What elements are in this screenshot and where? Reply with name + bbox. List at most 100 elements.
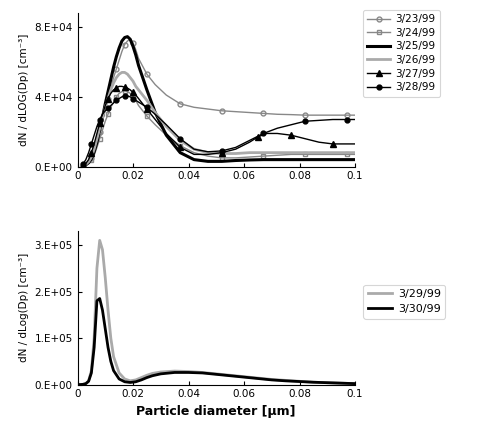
- Line: 3/25/99: 3/25/99: [83, 37, 355, 166]
- 3/30/99: [186, 370, 192, 375]
- 3/24/99: [136, 103, 141, 108]
- 3/25/99: [91, 149, 97, 154]
- 3/27/99: [124, 86, 130, 91]
- 3/24/99: [205, 153, 211, 159]
- 3/23/99: [274, 111, 280, 117]
- 3/25/99: [130, 44, 136, 49]
- 3/24/99: [260, 153, 266, 159]
- 3/28/99: [88, 141, 94, 146]
- 3/27/99: [352, 141, 358, 146]
- 3/23/99: [302, 112, 308, 118]
- 3/26/99: [119, 70, 125, 75]
- 3/29/99: [282, 378, 288, 383]
- 3/24/99: [83, 163, 89, 168]
- 3/28/99: [330, 117, 336, 122]
- 3/29/99: [310, 380, 316, 385]
- 3/24/99: [102, 118, 108, 124]
- 3/25/99: [122, 35, 128, 40]
- 3/24/99: [119, 89, 125, 94]
- 3/23/99: [119, 49, 125, 54]
- 3/25/99: [88, 156, 94, 161]
- 3/26/99: [205, 150, 211, 155]
- 3/28/99: [288, 122, 294, 127]
- 3/23/99: [177, 101, 183, 107]
- 3/29/99: [100, 247, 105, 252]
- 3/29/99: [110, 354, 116, 359]
- 3/24/99: [124, 89, 130, 94]
- 3/27/99: [274, 131, 280, 136]
- 3/25/99: [114, 54, 119, 59]
- 3/29/99: [88, 368, 94, 373]
- 3/23/99: [152, 82, 158, 87]
- 3/28/99: [191, 146, 197, 152]
- 3/27/99: [100, 111, 105, 117]
- 3/29/99: [133, 377, 139, 382]
- 3/26/99: [177, 138, 183, 143]
- 3/27/99: [330, 141, 336, 146]
- 3/24/99: [127, 91, 133, 96]
- 3/24/99: [177, 143, 183, 148]
- 3/25/99: [316, 157, 322, 162]
- 3/24/99: [330, 152, 336, 157]
- 3/30/99: [172, 370, 177, 375]
- 3/27/99: [144, 107, 150, 112]
- 3/23/99: [114, 66, 119, 72]
- 3/23/99: [100, 118, 105, 124]
- 3/26/99: [116, 72, 122, 77]
- Legend: 3/23/99, 3/24/99, 3/25/99, 3/26/99, 3/27/99, 3/28/99: 3/23/99, 3/24/99, 3/25/99, 3/26/99, 3/27…: [364, 10, 440, 97]
- 3/29/99: [269, 377, 275, 382]
- 3/26/99: [114, 75, 119, 80]
- 3/24/99: [96, 136, 102, 141]
- 3/30/99: [296, 379, 302, 384]
- 3/23/99: [144, 72, 150, 77]
- 3/30/99: [116, 376, 122, 382]
- 3/25/99: [191, 157, 197, 162]
- 3/25/99: [96, 127, 102, 132]
- 3/28/99: [260, 131, 266, 136]
- 3/24/99: [164, 132, 170, 138]
- 3/27/99: [177, 145, 183, 150]
- 3/26/99: [164, 124, 170, 129]
- 3/23/99: [232, 109, 238, 114]
- 3/24/99: [152, 122, 158, 127]
- 3/25/99: [133, 52, 139, 58]
- 3/26/99: [136, 87, 141, 93]
- 3/24/99: [219, 155, 225, 160]
- 3/25/99: [177, 150, 183, 155]
- 3/23/99: [122, 42, 128, 47]
- 3/29/99: [352, 381, 358, 386]
- 3/25/99: [83, 162, 89, 167]
- 3/29/99: [108, 336, 114, 341]
- 3/24/99: [191, 150, 197, 155]
- 3/28/99: [124, 94, 130, 99]
- 3/29/99: [227, 373, 233, 378]
- 3/30/99: [127, 380, 133, 385]
- 3/26/99: [83, 162, 89, 167]
- Line: 3/24/99: 3/24/99: [80, 88, 357, 169]
- 3/26/99: [191, 146, 197, 152]
- 3/29/99: [172, 368, 177, 374]
- 3/23/99: [288, 112, 294, 117]
- 3/23/99: [94, 139, 100, 145]
- 3/27/99: [130, 90, 136, 95]
- 3/23/99: [246, 110, 252, 115]
- 3/24/99: [133, 98, 139, 103]
- 3/27/99: [152, 117, 158, 122]
- Line: 3/30/99: 3/30/99: [78, 298, 355, 385]
- 3/23/99: [91, 148, 97, 153]
- 3/30/99: [91, 345, 97, 350]
- 3/27/99: [108, 91, 114, 96]
- 3/23/99: [124, 38, 130, 44]
- 3/30/99: [108, 359, 114, 364]
- 3/23/99: [108, 86, 114, 91]
- 3/26/99: [130, 79, 136, 84]
- 3/27/99: [288, 132, 294, 138]
- 3/23/99: [219, 108, 225, 114]
- 3/24/99: [144, 113, 150, 118]
- 3/25/99: [136, 63, 141, 68]
- 3/28/99: [274, 125, 280, 131]
- 3/28/99: [316, 118, 322, 123]
- 3/27/99: [116, 84, 122, 89]
- 3/29/99: [102, 275, 108, 280]
- 3/28/99: [352, 117, 358, 122]
